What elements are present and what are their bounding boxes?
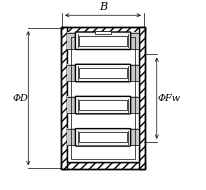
Bar [71,37,135,159]
FancyBboxPatch shape [75,64,131,82]
Bar [79,132,127,142]
Bar [67,34,139,162]
Text: B: B [99,2,107,12]
Bar [67,128,139,146]
Bar [139,27,145,169]
Text: ΦFw: ΦFw [158,94,181,103]
Text: ΦD: ΦD [13,94,29,103]
Bar [67,64,139,82]
Bar [61,27,145,34]
FancyBboxPatch shape [75,32,131,50]
Bar [67,96,139,114]
Bar [61,162,145,169]
Bar [67,32,139,50]
Bar [95,31,111,34]
Bar [79,36,127,46]
Bar [79,100,127,110]
Bar [61,27,145,169]
FancyBboxPatch shape [75,96,131,114]
FancyBboxPatch shape [75,129,131,146]
Bar [61,27,67,169]
Bar [67,34,139,162]
Bar [79,68,127,78]
